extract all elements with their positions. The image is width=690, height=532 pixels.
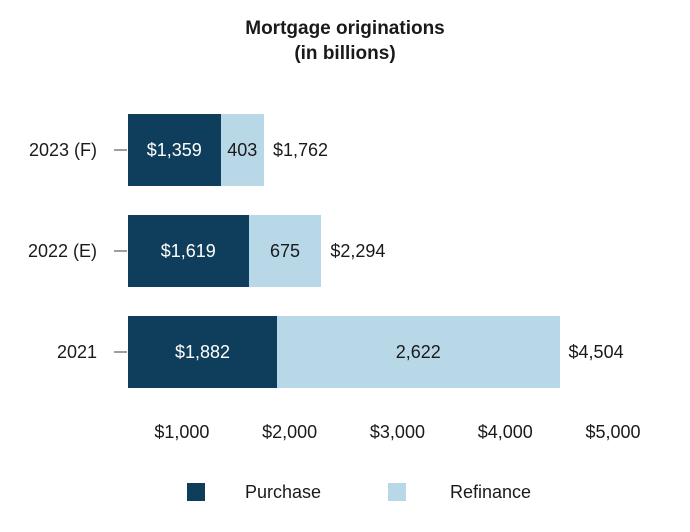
x-axis-label: $2,000 xyxy=(262,422,318,442)
bar-segment-purchase: $1,359 xyxy=(128,114,221,186)
legend-label-purchase: Purchase xyxy=(245,482,322,502)
legend-label-refinance: Refinance xyxy=(450,482,532,502)
x-axis-label: $1,000 xyxy=(154,422,210,442)
bar-segment-purchase: $1,619 xyxy=(128,215,249,287)
x-axis-label: $5,000 xyxy=(585,422,641,442)
x-axis-label: $3,000 xyxy=(369,422,425,442)
axis-tick-mark xyxy=(114,351,127,353)
chart-subtitle: (in billions) xyxy=(294,43,396,64)
legend-swatch-refinance xyxy=(388,483,406,501)
legend-swatch-purchase xyxy=(187,483,205,501)
bar-segment-purchase: $1,882 xyxy=(128,316,277,388)
bar-value-label: 675 xyxy=(269,240,300,261)
bar-value-label: 2,622 xyxy=(395,341,441,362)
bar-segment-refinance: 403 xyxy=(220,114,264,186)
axis-tick-mark xyxy=(114,250,127,252)
chart-title: Mortgage originations xyxy=(245,18,445,39)
category-label: 2022 (E) xyxy=(27,240,97,261)
chart-title-block: Mortgage originations (in billions) xyxy=(0,16,690,66)
bar-value-label: $1,359 xyxy=(146,139,202,160)
axis-tick-mark xyxy=(114,149,127,151)
x-axis-label: $4,000 xyxy=(477,422,533,442)
bar-segment-refinance: 675 xyxy=(248,215,322,287)
total-label: $4,504 xyxy=(568,341,624,362)
total-label: $2,294 xyxy=(330,240,386,261)
bar-value-label: $1,619 xyxy=(160,240,216,261)
category-label: 2021 xyxy=(56,341,97,362)
total-label: $1,762 xyxy=(273,139,329,160)
category-label: 2023 (F) xyxy=(28,139,97,160)
bar-value-label: 403 xyxy=(227,139,258,160)
bar-segment-refinance: 2,622 xyxy=(276,316,560,388)
bar-value-label: $1,882 xyxy=(174,341,230,362)
